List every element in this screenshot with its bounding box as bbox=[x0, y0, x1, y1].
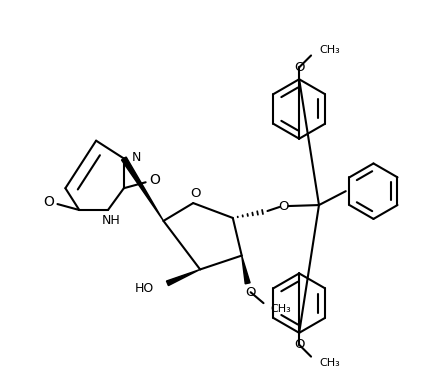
Text: O: O bbox=[294, 338, 304, 351]
Polygon shape bbox=[167, 269, 200, 286]
Text: HO: HO bbox=[134, 282, 153, 295]
Polygon shape bbox=[242, 255, 250, 284]
Text: O: O bbox=[245, 286, 256, 299]
Text: O: O bbox=[278, 199, 289, 213]
Text: CH₃: CH₃ bbox=[271, 304, 291, 314]
Text: CH₃: CH₃ bbox=[319, 45, 340, 54]
Text: CH₃: CH₃ bbox=[319, 358, 340, 368]
Text: O: O bbox=[149, 173, 160, 187]
Text: NH: NH bbox=[102, 215, 120, 227]
Polygon shape bbox=[122, 157, 164, 221]
Text: N: N bbox=[132, 151, 141, 164]
Text: O: O bbox=[43, 195, 54, 209]
Text: O: O bbox=[190, 187, 201, 200]
Text: O: O bbox=[294, 61, 304, 74]
